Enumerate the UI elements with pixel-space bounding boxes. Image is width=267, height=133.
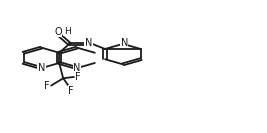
Text: N: N	[73, 63, 81, 73]
Text: F: F	[44, 81, 50, 91]
Text: N: N	[85, 38, 92, 48]
Text: O: O	[54, 27, 62, 37]
Text: F: F	[68, 86, 74, 95]
Text: N: N	[120, 38, 128, 48]
Text: H: H	[64, 26, 70, 36]
Text: N: N	[38, 63, 45, 73]
Text: F: F	[75, 72, 81, 82]
